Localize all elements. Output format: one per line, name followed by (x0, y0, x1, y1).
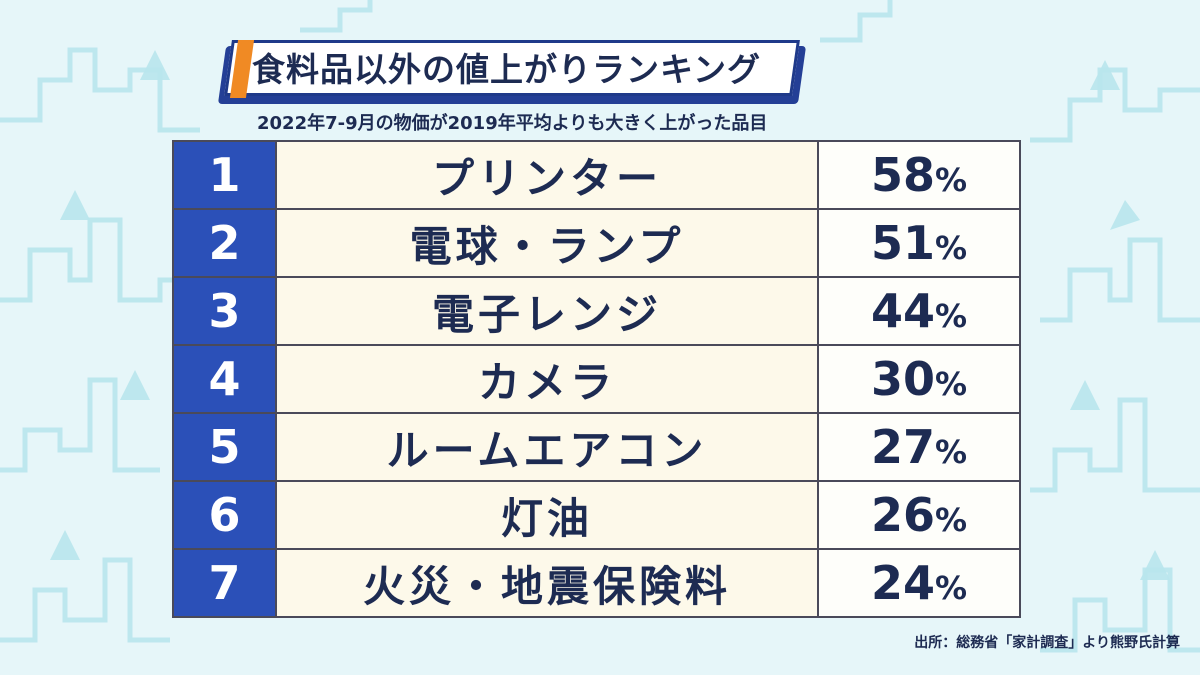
source-note: 出所：総務省「家計調査」より熊野氏計算 (914, 635, 1180, 651)
percent-number: 27 (870, 420, 935, 474)
subtitle: 2022年7-9月の物価が2019年平均よりも大きく上がった品目 (257, 113, 768, 134)
percent-unit: % (934, 365, 968, 403)
table-row: 7 火災・地震保険料 24% (172, 548, 1021, 618)
item-name: カメラ (275, 344, 819, 414)
percent-number: 26 (870, 488, 935, 542)
percent-unit: % (934, 569, 968, 607)
percent-number: 58 (870, 148, 935, 202)
rank-number: 3 (172, 276, 277, 346)
percent-unit: % (934, 433, 968, 471)
percent-number: 30 (870, 352, 935, 406)
percent-unit: % (934, 501, 968, 539)
percent-number: 44 (870, 284, 935, 338)
item-name: 電球・ランプ (275, 208, 819, 278)
item-name: プリンター (275, 140, 819, 210)
table-row: 4 カメラ 30% (172, 344, 1021, 414)
table-row: 3 電子レンジ 44% (172, 276, 1021, 346)
rank-number: 2 (172, 208, 277, 278)
item-name: 灯油 (275, 480, 819, 550)
table-row: 6 灯油 26% (172, 480, 1021, 550)
increase-value: 44% (817, 276, 1021, 346)
rank-number: 5 (172, 412, 277, 482)
rank-number: 6 (172, 480, 277, 550)
rank-number: 7 (172, 548, 277, 618)
table-row: 2 電球・ランプ 51% (172, 208, 1021, 278)
increase-value: 51% (817, 208, 1021, 278)
rank-number: 4 (172, 344, 277, 414)
rank-number: 1 (172, 140, 277, 210)
increase-value: 24% (817, 548, 1021, 618)
table-row: 5 ルームエアコン 27% (172, 412, 1021, 482)
percent-unit: % (934, 229, 968, 267)
increase-value: 27% (817, 412, 1021, 482)
title-banner: 食料品以外の値上がりランキング (217, 40, 807, 104)
item-name: ルームエアコン (275, 412, 819, 482)
item-name: 火災・地震保険料 (275, 548, 819, 618)
increase-value: 26% (817, 480, 1021, 550)
table-row: 1 プリンター 58% (172, 140, 1021, 210)
percent-number: 51 (870, 216, 935, 270)
item-name: 電子レンジ (275, 276, 819, 346)
percent-unit: % (934, 161, 968, 199)
increase-value: 30% (817, 344, 1021, 414)
percent-unit: % (934, 297, 968, 335)
percent-number: 24 (870, 556, 935, 610)
page-title: 食料品以外の値上がりランキング (252, 50, 762, 89)
increase-value: 58% (817, 140, 1021, 210)
ranking-table: 1 プリンター 58% 2 電球・ランプ 51% 3 電子レンジ 44% 4 カ… (172, 140, 1021, 618)
